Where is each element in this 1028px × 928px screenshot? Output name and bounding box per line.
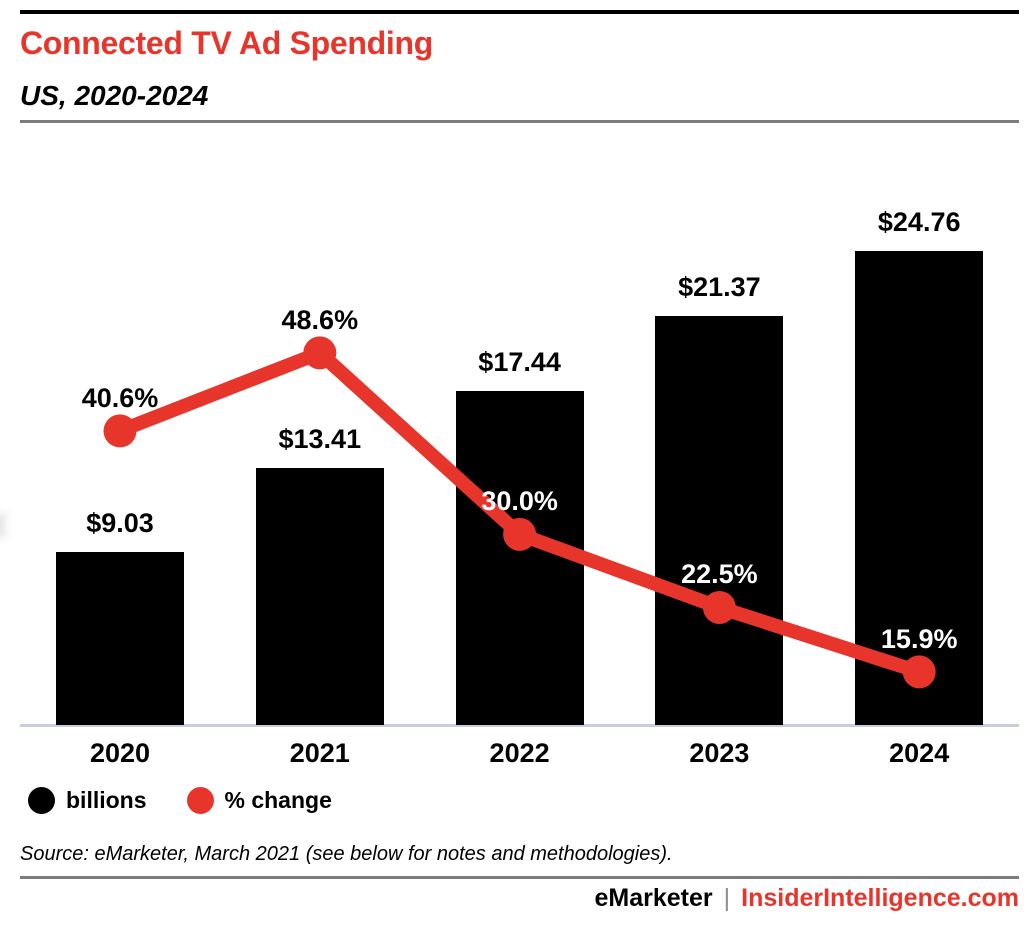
- bar-2020: [56, 552, 184, 725]
- pct-change-dot-icon: [186, 787, 214, 814]
- x-axis-line: [20, 724, 1019, 727]
- footer-brandline: eMarketer | InsiderIntelligence.com: [595, 884, 1020, 913]
- bar-2022: [455, 391, 584, 725]
- bar-value-label-2024: $24.76: [877, 206, 961, 237]
- billions-dot-icon: [28, 787, 55, 814]
- pct-change-label-2024: 15.9%: [880, 623, 958, 654]
- bar-2021: [255, 468, 384, 725]
- bar-value-label-2022: $17.44: [478, 347, 561, 378]
- source-note: Source: eMarketer, March 2021 (see below…: [20, 843, 673, 865]
- bar-value-label-2023: $21.37: [678, 271, 761, 302]
- x-tick-2020: 2020: [89, 738, 151, 768]
- bar-2023: [655, 315, 784, 725]
- pct-change-label-2022: 30.0%: [481, 486, 558, 517]
- legend-item-pct-change: % change: [186, 787, 332, 814]
- chart-subtitle: US, 2020-2024: [20, 80, 209, 111]
- top-rule: [20, 10, 1019, 14]
- legend-label-pct-change: % change: [224, 787, 332, 813]
- footer-divider: [20, 876, 1019, 879]
- footer-brand: eMarketer: [594, 884, 713, 912]
- x-tick-2024: 2024: [889, 738, 950, 768]
- legend-item-billions: billions: [28, 787, 147, 814]
- bar-value-label-2021: $13.41: [278, 424, 362, 455]
- line-point-2021: [303, 336, 337, 370]
- footer-separator: |: [723, 884, 731, 912]
- legend-label-billions: billions: [66, 787, 147, 813]
- footer-site-link[interactable]: InsiderIntelligence.com: [741, 884, 1019, 912]
- pct-change-label-2023: 22.5%: [681, 559, 758, 590]
- pct-change-label-2021: 48.6%: [281, 304, 359, 335]
- legend: billions % change: [28, 787, 332, 814]
- faded-back-arrow-watermark: ‹: [0, 488, 9, 553]
- bar-value-label-2020: $9.03: [86, 508, 154, 539]
- x-tick-2022: 2022: [489, 738, 550, 768]
- page-title: Connected TV Ad Spending: [20, 25, 433, 61]
- x-tick-2023: 2023: [689, 738, 750, 768]
- pct-change-label-2020: 40.6%: [81, 382, 159, 413]
- x-tick-2021: 2021: [289, 738, 350, 768]
- line-point-2020: [103, 414, 137, 448]
- header-divider: [20, 120, 1019, 123]
